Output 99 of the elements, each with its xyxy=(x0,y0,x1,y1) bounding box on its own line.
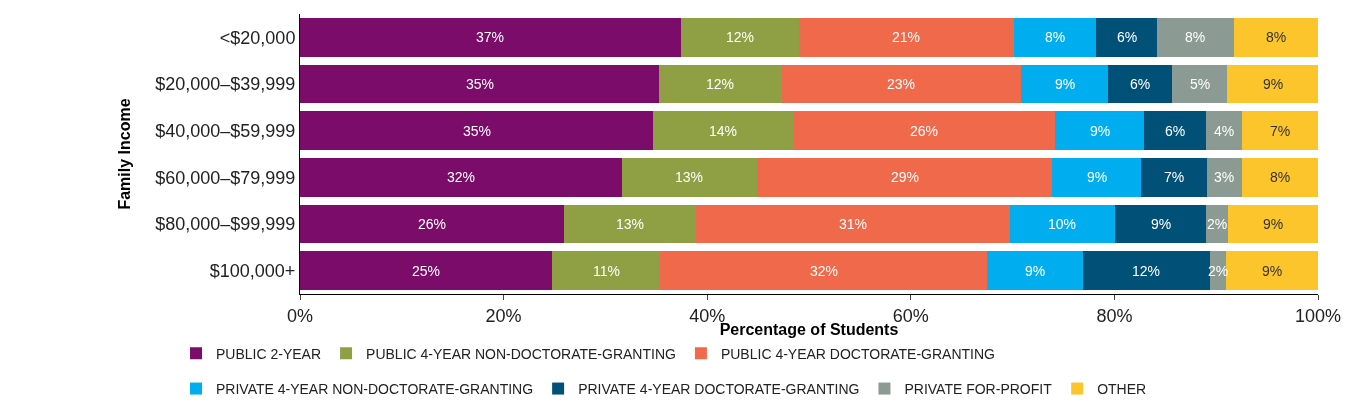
bar xyxy=(792,111,1056,151)
bar xyxy=(552,251,661,291)
y-tick-label: $20,000–$39,999 xyxy=(155,74,296,95)
bar xyxy=(621,157,758,197)
data-label: 37% xyxy=(476,29,505,45)
legend-label: OTHER xyxy=(1097,381,1147,398)
bar xyxy=(1055,111,1144,151)
y-axis-title: Family Income xyxy=(116,98,134,210)
bar xyxy=(1233,17,1318,57)
bar xyxy=(1241,111,1318,151)
bar xyxy=(798,17,1014,57)
x-tick-label: 0% xyxy=(286,305,314,326)
bar xyxy=(1227,64,1318,104)
data-label: 6% xyxy=(1130,76,1151,92)
bar xyxy=(1226,251,1318,291)
data-label: 7% xyxy=(1164,169,1185,185)
data-label: 26% xyxy=(418,216,447,232)
bar xyxy=(1172,64,1228,104)
bar xyxy=(1009,204,1116,244)
bar xyxy=(300,251,553,291)
bar xyxy=(1115,204,1207,244)
data-label: 23% xyxy=(887,76,916,92)
bar xyxy=(653,111,793,151)
data-label: 31% xyxy=(839,216,868,232)
data-label: 35% xyxy=(466,76,495,92)
bar xyxy=(300,17,681,57)
legend-label: PUBLIC 4-YEAR DOCTORATE-GRANTING xyxy=(720,345,995,362)
bar xyxy=(1207,157,1242,197)
x-tick-label: 100% xyxy=(1294,305,1342,326)
data-label: 9% xyxy=(1055,76,1076,92)
data-label: 8% xyxy=(1045,29,1066,45)
data-label: 13% xyxy=(616,216,645,232)
legend-label: PRIVATE 4-YEAR DOCTORATE-GRANTING xyxy=(578,381,860,398)
data-label: 7% xyxy=(1270,123,1291,139)
data-label: 9% xyxy=(1151,216,1172,232)
data-label: 12% xyxy=(1132,263,1161,279)
data-label: 5% xyxy=(1190,76,1211,92)
bar xyxy=(1013,17,1097,57)
bar xyxy=(987,251,1083,291)
bar xyxy=(1241,157,1318,197)
bar xyxy=(1052,157,1141,197)
data-label: 32% xyxy=(447,169,476,185)
data-label: 10% xyxy=(1048,216,1077,232)
data-label: 29% xyxy=(891,169,920,185)
bar xyxy=(300,64,660,104)
data-label: 25% xyxy=(412,263,441,279)
bar xyxy=(781,64,1021,104)
data-label: 8% xyxy=(1270,169,1291,185)
x-tick-label: 80% xyxy=(1096,305,1133,326)
legend-label: PRIVATE 4-YEAR NON-DOCTORATE-GRANTING xyxy=(216,381,534,398)
y-tick-label: $80,000–$99,999 xyxy=(155,214,296,235)
bar xyxy=(563,204,696,244)
data-label: 6% xyxy=(1117,29,1138,45)
bar xyxy=(1143,111,1207,151)
bar xyxy=(757,157,1053,197)
data-label: 9% xyxy=(1263,76,1284,92)
data-label: 12% xyxy=(726,29,755,45)
data-label: 9% xyxy=(1090,123,1111,139)
bar xyxy=(660,251,988,291)
bar xyxy=(659,64,782,104)
data-label: 9% xyxy=(1087,169,1108,185)
bar xyxy=(1206,111,1242,151)
data-label: 8% xyxy=(1266,29,1287,45)
x-tick-label: 20% xyxy=(485,305,522,326)
bar xyxy=(1108,64,1173,104)
data-label: 9% xyxy=(1262,263,1283,279)
data-label: 9% xyxy=(1025,263,1046,279)
data-label: 11% xyxy=(593,263,620,279)
data-label: 12% xyxy=(706,76,735,92)
data-label: 6% xyxy=(1165,123,1186,139)
x-tick-label: 60% xyxy=(892,305,929,326)
data-label: 8% xyxy=(1185,29,1206,45)
data-label: 2% xyxy=(1207,216,1228,232)
data-label: 35% xyxy=(463,123,492,139)
data-label: 21% xyxy=(892,29,921,45)
data-label: 14% xyxy=(709,123,738,139)
bar xyxy=(300,204,564,244)
y-tick-label: $60,000–$79,999 xyxy=(155,167,296,188)
y-tick-label: $40,000–$59,999 xyxy=(155,120,296,141)
bar xyxy=(1096,17,1158,57)
data-label: 26% xyxy=(910,123,939,139)
y-tick-label: $100,000+ xyxy=(209,260,296,281)
legend-label: PUBLIC 2-YEAR xyxy=(216,345,322,362)
bar xyxy=(1140,157,1208,197)
data-label: 32% xyxy=(810,263,839,279)
legend-label: PRIVATE FOR-PROFIT xyxy=(904,381,1053,398)
data-label: 13% xyxy=(675,169,704,185)
legend-label: PUBLIC 4-YEAR NON-DOCTORATE-GRANTING xyxy=(366,345,676,362)
bar xyxy=(300,111,654,151)
bar xyxy=(1020,64,1109,104)
bar xyxy=(680,17,799,57)
bar xyxy=(1157,17,1234,57)
data-label: 4% xyxy=(1214,123,1235,139)
bar xyxy=(1228,204,1318,244)
data-label: 9% xyxy=(1263,216,1284,232)
y-tick-label: <$20,000 xyxy=(219,27,296,48)
data-label: 3% xyxy=(1214,169,1235,185)
bar xyxy=(696,204,1010,244)
bar xyxy=(300,157,622,197)
